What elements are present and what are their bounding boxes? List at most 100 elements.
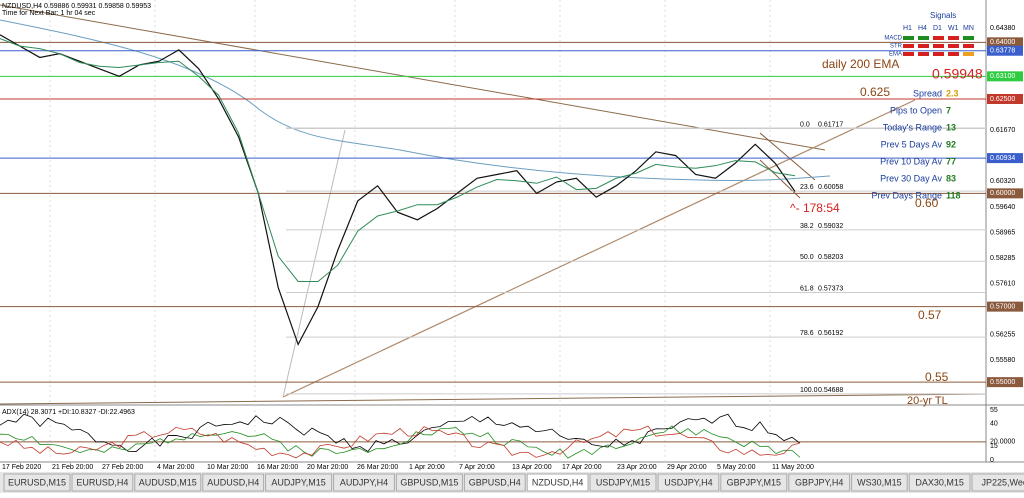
tab[interactable]: [971, 473, 1024, 492]
tab-label[interactable]: USDJPY,H4: [664, 477, 712, 487]
date-label: 21 Feb 20:00: [52, 464, 93, 471]
tab[interactable]: [589, 473, 657, 492]
tab-label[interactable]: NZDUSD,H4: [532, 477, 584, 487]
fib-price: 0.54688: [818, 387, 843, 394]
fib-price: 0.56192: [818, 330, 843, 337]
symbol-line: NZDUSD,H4 0.59886 0.59931 0.59858 0.5995…: [2, 3, 151, 10]
tab[interactable]: [202, 473, 265, 492]
tab[interactable]: [463, 473, 526, 492]
tab[interactable]: [657, 473, 720, 492]
tab-label[interactable]: USDJPY,M15: [596, 477, 650, 487]
date-label: 20 Mar 20:00: [307, 464, 348, 471]
tab[interactable]: [265, 473, 333, 492]
adx-axis-label: 20.0000: [990, 439, 1015, 446]
tab[interactable]: [908, 473, 971, 492]
tab-label[interactable]: JP225,Weekly: [982, 477, 1024, 487]
info-value: 13: [946, 122, 956, 132]
adx-axis-label: 15: [990, 443, 998, 450]
tab[interactable]: [788, 473, 851, 492]
signal-cell: [903, 44, 914, 48]
annotation: 0.60: [915, 196, 939, 210]
signal-cell: [933, 52, 944, 56]
price-label: 0.57610: [990, 280, 1015, 287]
tab-label[interactable]: AUDUSD,H4: [207, 477, 259, 487]
signals-column: H4: [918, 25, 927, 32]
signal-cell: [933, 44, 944, 48]
tab-label[interactable]: GBPUSD,H4: [469, 477, 521, 487]
price-label: 0.58285: [990, 255, 1015, 262]
price-label: 0.61670: [990, 127, 1015, 134]
price-label: 0.55000: [990, 379, 1015, 386]
adx-label: ADX(14) 28.3071 +DI:10.8327 -DI:22.4963: [2, 409, 135, 416]
signal-cell: [918, 36, 929, 40]
tab-label[interactable]: AUDJPY,H4: [340, 477, 388, 487]
date-label: 10 Mar 20:00: [207, 464, 248, 471]
tab[interactable]: [134, 473, 202, 492]
signal-cell: [918, 44, 929, 48]
signals-title: Signals: [930, 11, 956, 20]
level-box: [987, 377, 1023, 388]
price-label: 0.60934: [990, 155, 1015, 162]
tab[interactable]: [851, 473, 908, 492]
tab-label[interactable]: WS30,M15: [857, 477, 902, 487]
info-value: 7: [946, 105, 951, 115]
trend-lines: [0, 4, 987, 405]
annotation: 0.57: [918, 308, 942, 322]
info-label: Prev 5 Days Av: [881, 139, 943, 149]
price-label: 0.58965: [990, 229, 1015, 236]
tab-label[interactable]: GBPJPY,M15: [727, 477, 781, 487]
tab[interactable]: [395, 473, 463, 492]
vgrid: [49, 0, 771, 462]
date-label: 16 Mar 20:00: [257, 464, 298, 471]
date-label: 4 Mar 20:00: [157, 464, 194, 471]
date-label: 11 May 20:00: [772, 464, 814, 471]
fib-level: 78.6: [800, 330, 814, 337]
tab[interactable]: [71, 473, 134, 492]
adx-line: [0, 425, 801, 459]
tab-label[interactable]: EURUSD,M15: [8, 477, 66, 487]
price-label: 0.60320: [990, 178, 1015, 185]
tab[interactable]: [333, 473, 395, 492]
tab-label[interactable]: EURUSD,H4: [76, 477, 128, 487]
info-value: 92: [946, 139, 956, 149]
price-label: 0.63778: [990, 48, 1015, 55]
adx-line: [0, 425, 801, 459]
level-box: [987, 37, 1023, 48]
tab-label[interactable]: GBPUSD,M15: [400, 477, 458, 487]
annotation: 0.59948: [932, 66, 983, 82]
signals-column: H1: [903, 25, 912, 32]
date-label: 29 Apr 20:00: [667, 464, 707, 471]
price-label: 0.57000: [990, 303, 1015, 310]
price-label: 0.59640: [990, 204, 1015, 211]
info-label: Prev 10 Day Av: [880, 156, 942, 166]
level-box: [987, 153, 1023, 164]
tab-label[interactable]: AUDJPY,M15: [271, 477, 325, 487]
tab[interactable]: [526, 473, 589, 492]
adx-axis-label: 55: [990, 407, 998, 414]
date-label: 17 Apr 20:00: [562, 464, 602, 471]
tab-label[interactable]: AUDUSD,M15: [139, 477, 197, 487]
info-value: 118: [946, 190, 961, 200]
signal-cell: [963, 52, 974, 56]
tab[interactable]: [720, 473, 788, 492]
tab-label[interactable]: GBPJPY,H4: [795, 477, 843, 487]
tab[interactable]: [3, 473, 71, 492]
date-label: 13 Apr 20:00: [512, 464, 552, 471]
date-label: 27 Feb 20:00: [102, 464, 143, 471]
info-label: Prev 30 Day Av: [880, 173, 942, 183]
level-box: [987, 301, 1023, 312]
annotation: ^- 178:54: [790, 201, 840, 215]
tab-label[interactable]: DAX30,M15: [915, 477, 964, 487]
info-value: 77: [946, 156, 956, 166]
signals-column: MN: [963, 25, 974, 32]
timer-line: Time for Next Bar: 1 hr 04 sec: [2, 10, 96, 17]
price-line: [0, 34, 796, 346]
fib-level: 100.0: [800, 387, 818, 394]
signal-cell: [903, 36, 914, 40]
adx-axis-label: 0: [990, 457, 994, 464]
signal-cell: [948, 52, 959, 56]
info-label: Today's Range: [883, 122, 942, 132]
info-label: Prev Days Range: [871, 190, 942, 200]
